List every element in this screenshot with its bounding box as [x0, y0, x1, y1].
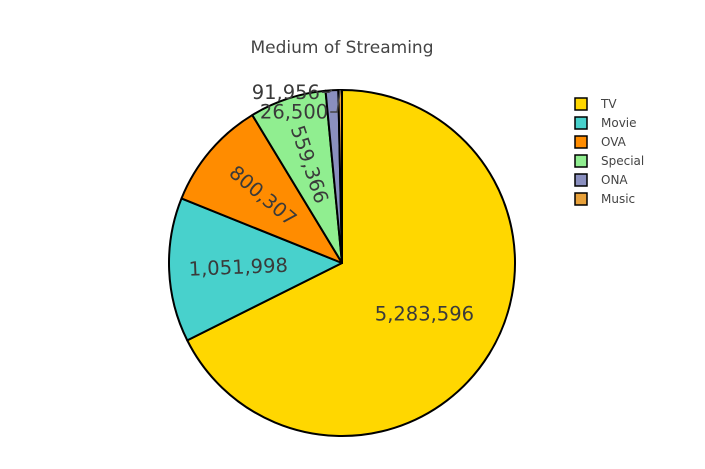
chart-title: Medium of Streaming [251, 38, 434, 58]
pie-slice-movie[interactable] [168, 197, 343, 342]
legend-label: ONA [601, 173, 628, 187]
legend-swatch [574, 154, 588, 168]
legend-label: Movie [601, 116, 637, 130]
legend-item-special[interactable]: Special [574, 154, 644, 168]
slice-label-music: 26,500 [260, 101, 328, 124]
legend-item-ova[interactable]: OVA [574, 135, 627, 149]
legend-swatch [574, 116, 588, 130]
legend-item-music[interactable]: Music [574, 192, 635, 206]
legend-item-tv[interactable]: TV [574, 97, 617, 111]
slice-label-movie: 1,051,998 [188, 254, 288, 281]
slice-label-ona: 91,956 [252, 81, 320, 104]
legend-swatch [574, 135, 588, 149]
legend-swatch [574, 173, 588, 187]
leader-line-music [330, 89, 341, 113]
slice-label-tv: 5,283,596 [375, 302, 474, 325]
legend-label: Music [601, 192, 635, 206]
legend-item-ona[interactable]: ONA [574, 173, 628, 187]
legend-swatch [574, 97, 588, 111]
leader-line-ona [321, 89, 333, 94]
legend-label: TV [600, 97, 617, 111]
pie-slice-tv[interactable] [186, 89, 516, 437]
legend[interactable]: TV Movie OVA Special ONA Music [574, 97, 644, 206]
legend-swatch [574, 192, 588, 206]
pie-slices [168, 89, 516, 437]
legend-label: Special [601, 154, 644, 168]
legend-label: OVA [601, 135, 627, 149]
legend-item-movie[interactable]: Movie [574, 116, 637, 130]
pie-slice-ova[interactable] [180, 114, 343, 264]
